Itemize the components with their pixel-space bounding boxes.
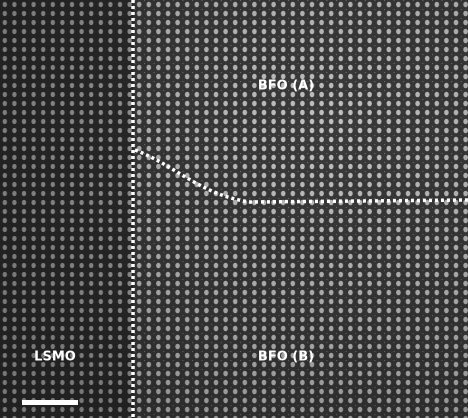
scale-bar (22, 400, 78, 405)
label: BFO (B) (258, 350, 314, 365)
page: BFO (A) BFO (B) LSMO (() => { const data… (0, 0, 468, 418)
label: LSMO (34, 350, 76, 365)
micrograph: BFO (A) BFO (B) LSMO (0, 0, 468, 418)
label: BFO (A) (258, 79, 314, 94)
